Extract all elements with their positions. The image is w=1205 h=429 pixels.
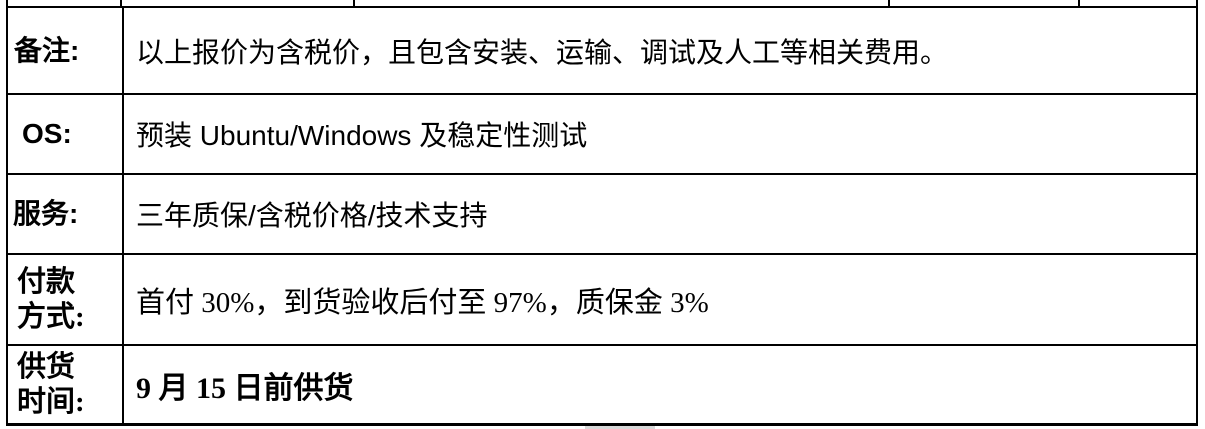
- table-row-service: 服务: 三年质保/含税价格/技术支持: [8, 175, 1196, 255]
- row-label-delivery-time: 供货 时间:: [8, 346, 124, 423]
- row-label-remarks: 备注:: [8, 8, 124, 93]
- table-row-os: OS: 预装 Ubuntu/Windows 及稳定性测试: [8, 95, 1196, 175]
- table-row-payment-terms: 付款 方式: 首付 30%，到货验收后付至 97%，质保金 3%: [8, 255, 1196, 346]
- partial-cell: [355, 0, 890, 6]
- partial-cell: [122, 0, 355, 6]
- quotation-table: 备注: 以上报价为含税价，且包含安装、运输、调试及人工等相关费用。 OS: 预装…: [6, 0, 1198, 426]
- row-content-service: 三年质保/含税价格/技术支持: [136, 200, 488, 231]
- row-label-os: OS:: [8, 95, 124, 173]
- partial-cell: [890, 0, 1080, 6]
- row-label-service: 服务:: [8, 175, 124, 253]
- partial-cell: [8, 0, 122, 6]
- table-top-partial-row: [8, 0, 1196, 8]
- table-handle-artifact: [585, 426, 655, 429]
- row-content-delivery-time: 9 月 15 日前供货: [136, 371, 354, 405]
- table-row-remarks: 备注: 以上报价为含税价，且包含安装、运输、调试及人工等相关费用。: [8, 8, 1196, 95]
- partial-cell: [1080, 0, 1196, 6]
- row-content-remarks: 以上报价为含税价，且包含安装、运输、调试及人工等相关费用。: [136, 36, 949, 68]
- row-content-os: 预装 Ubuntu/Windows 及稳定性测试: [136, 120, 588, 151]
- row-label-payment-terms: 付款 方式:: [8, 255, 124, 344]
- table-row-delivery-time: 供货 时间: 9 月 15 日前供货: [8, 346, 1196, 426]
- row-content-payment-terms: 首付 30%，到货验收后付至 97%，质保金 3%: [136, 286, 709, 319]
